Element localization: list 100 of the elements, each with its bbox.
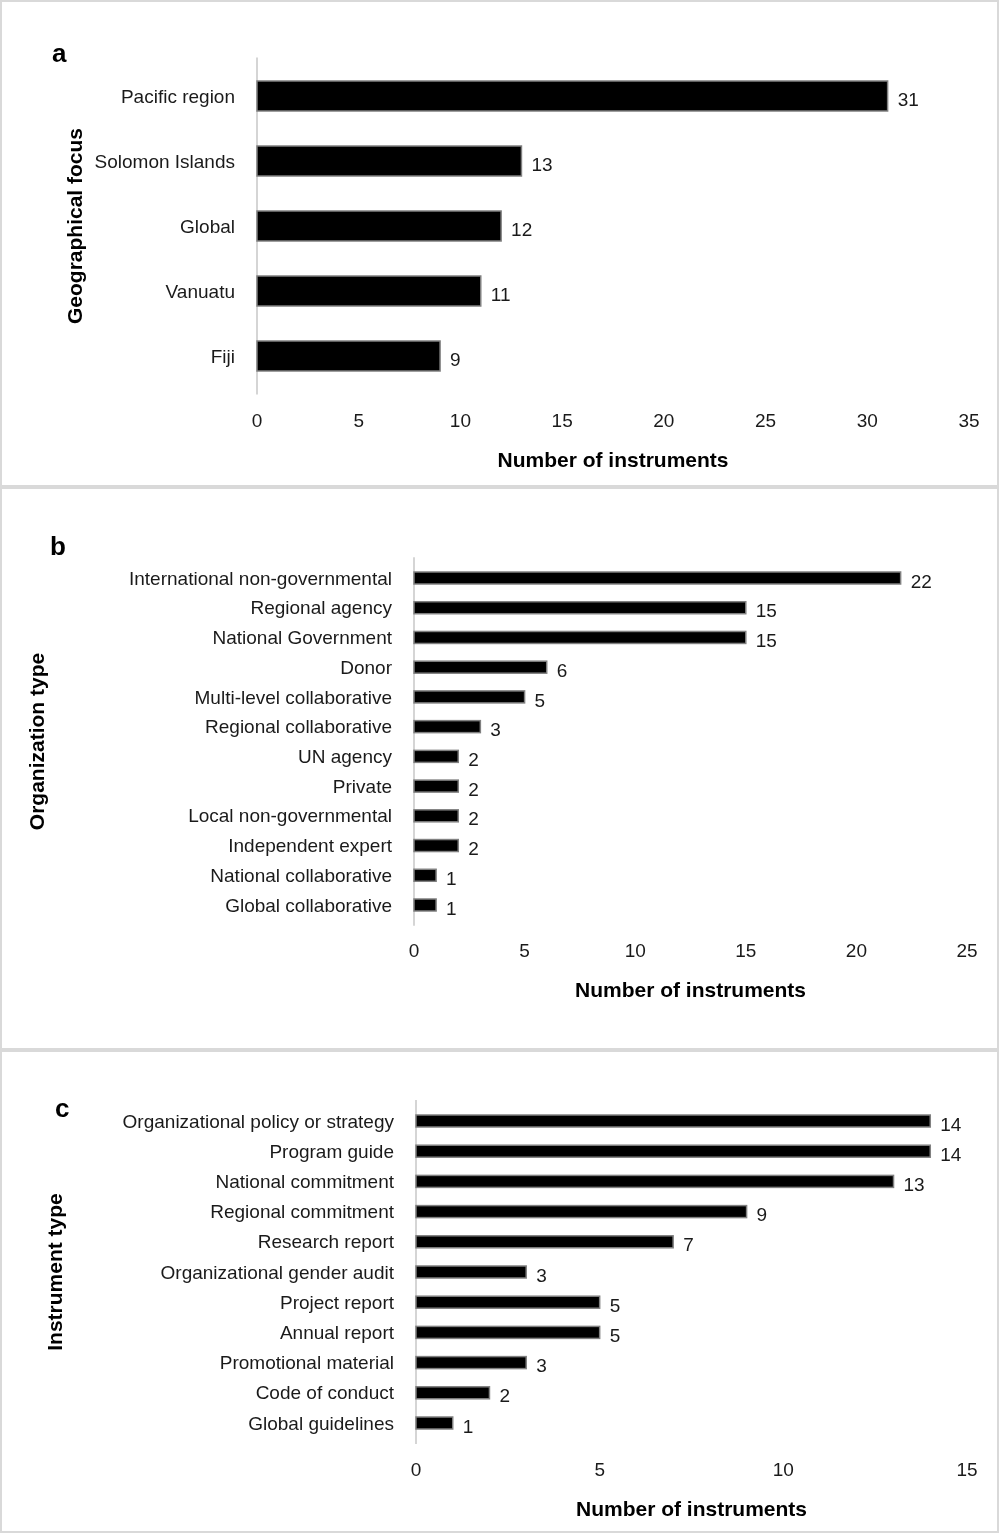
x-tick-label: 25	[755, 410, 777, 431]
bar	[413, 749, 459, 764]
y-tick-label: Local non-governmental	[188, 805, 392, 827]
data-label: 5	[609, 1325, 621, 1347]
data-label: 2	[468, 838, 479, 860]
y-axis-title: Geographical focus	[63, 127, 86, 325]
y-tick-label: Project report	[279, 1291, 395, 1313]
bar	[415, 1265, 527, 1279]
bar	[413, 868, 437, 883]
bar	[256, 210, 502, 242]
x-tick-label: 25	[956, 940, 978, 961]
y-tick-label: Global guidelines	[248, 1412, 394, 1434]
bar	[413, 690, 526, 704]
bar	[415, 1114, 932, 1128]
data-label: 13	[531, 153, 553, 175]
y-tick-label: International non-governmental	[128, 567, 392, 589]
bar	[413, 898, 437, 912]
data-label: 3	[536, 1355, 547, 1377]
y-tick-label: Global collaborative	[225, 894, 392, 916]
y-tick-label: UN agency	[298, 746, 393, 768]
y-tick-label: Research report	[257, 1231, 395, 1253]
bar	[256, 340, 441, 372]
y-tick-label: Promotional material	[219, 1352, 394, 1374]
x-axis-title: Number of instruments	[574, 978, 807, 1001]
bar	[415, 1416, 454, 1430]
x-tick-label: 30	[856, 410, 878, 431]
y-tick-label: Program guide	[269, 1140, 394, 1162]
bar	[413, 838, 459, 853]
x-tick-label: 5	[353, 410, 364, 431]
text: c	[55, 1093, 70, 1123]
data-label: 1	[446, 867, 457, 889]
data-label: 14	[940, 1143, 962, 1165]
y-tick-label: Fiji	[210, 345, 235, 367]
y-tick-label: National collaborative	[210, 864, 392, 886]
x-tick-label: 15	[956, 1459, 978, 1480]
data-label: 2	[468, 808, 479, 830]
bar	[413, 779, 459, 793]
y-tick-label: Regional collaborative	[205, 716, 392, 738]
data-label: 3	[536, 1264, 547, 1286]
data-label: 15	[755, 630, 777, 652]
bar	[413, 660, 548, 674]
data-label: 31	[897, 88, 919, 110]
y-tick-label: Independent expert	[228, 835, 393, 857]
data-label: 2	[468, 749, 479, 771]
y-tick-label: Regional commitment	[210, 1201, 395, 1223]
x-axis-title: Number of instruments	[575, 1497, 808, 1520]
x-tick-label: 5	[519, 940, 530, 961]
x-tick-label: 10	[772, 1459, 794, 1480]
y-tick-label: Private	[332, 775, 392, 797]
y-tick-label: Donor	[340, 656, 393, 678]
y-tick-label: Annual report	[279, 1322, 395, 1344]
bar	[413, 719, 482, 734]
data-label: 2	[499, 1385, 511, 1407]
data-label: 14	[940, 1113, 962, 1135]
data-label: 3	[490, 719, 501, 741]
bar	[415, 1235, 674, 1249]
bar	[415, 1386, 491, 1400]
data-label: 13	[903, 1174, 925, 1196]
y-tick-label: Regional agency	[250, 597, 393, 619]
x-axis-title: Number of instruments	[497, 448, 729, 471]
y-tick-label: Solomon Islands	[94, 150, 235, 172]
bar	[415, 1174, 895, 1189]
data-label: 6	[556, 659, 568, 681]
data-label: 22	[910, 570, 932, 592]
y-axis-title: Instrument type	[43, 1193, 66, 1351]
text: b	[50, 531, 66, 561]
y-tick-label: Multi-level collaborative	[194, 686, 392, 708]
data-label: 9	[756, 1204, 768, 1226]
bar	[415, 1204, 748, 1219]
bar	[415, 1295, 601, 1309]
y-tick-label: Global	[180, 215, 235, 237]
x-tick-label: 10	[449, 410, 471, 431]
x-tick-label: 15	[735, 940, 757, 961]
chart-title: a	[52, 38, 67, 68]
data-label: 1	[446, 897, 457, 919]
y-tick-label: Code of conduct	[255, 1382, 395, 1404]
bar	[413, 600, 747, 615]
data-label: 5	[534, 689, 546, 711]
y-tick-label: National commitment	[215, 1171, 395, 1193]
y-tick-label: Organizational policy or strategy	[122, 1110, 395, 1132]
bar	[415, 1355, 527, 1370]
data-label: 1	[462, 1415, 474, 1437]
data-label: 2	[468, 778, 479, 800]
x-tick-label: 20	[845, 940, 867, 961]
bar	[256, 80, 889, 112]
x-tick-label: 5	[594, 1459, 605, 1480]
data-label: 11	[490, 283, 511, 305]
data-label: 5	[609, 1294, 621, 1316]
x-tick-label: 0	[251, 410, 263, 431]
bar	[413, 630, 747, 645]
x-tick-label: 10	[624, 940, 646, 961]
bar	[413, 809, 459, 823]
y-tick-label: National Government	[212, 627, 393, 649]
data-label: 9	[450, 348, 461, 370]
y-tick-label: Pacific region	[120, 85, 235, 107]
bar	[415, 1325, 601, 1340]
data-label: 12	[511, 218, 533, 240]
x-tick-label: 15	[551, 410, 573, 431]
x-tick-label: 0	[408, 940, 420, 961]
bar	[413, 571, 902, 585]
